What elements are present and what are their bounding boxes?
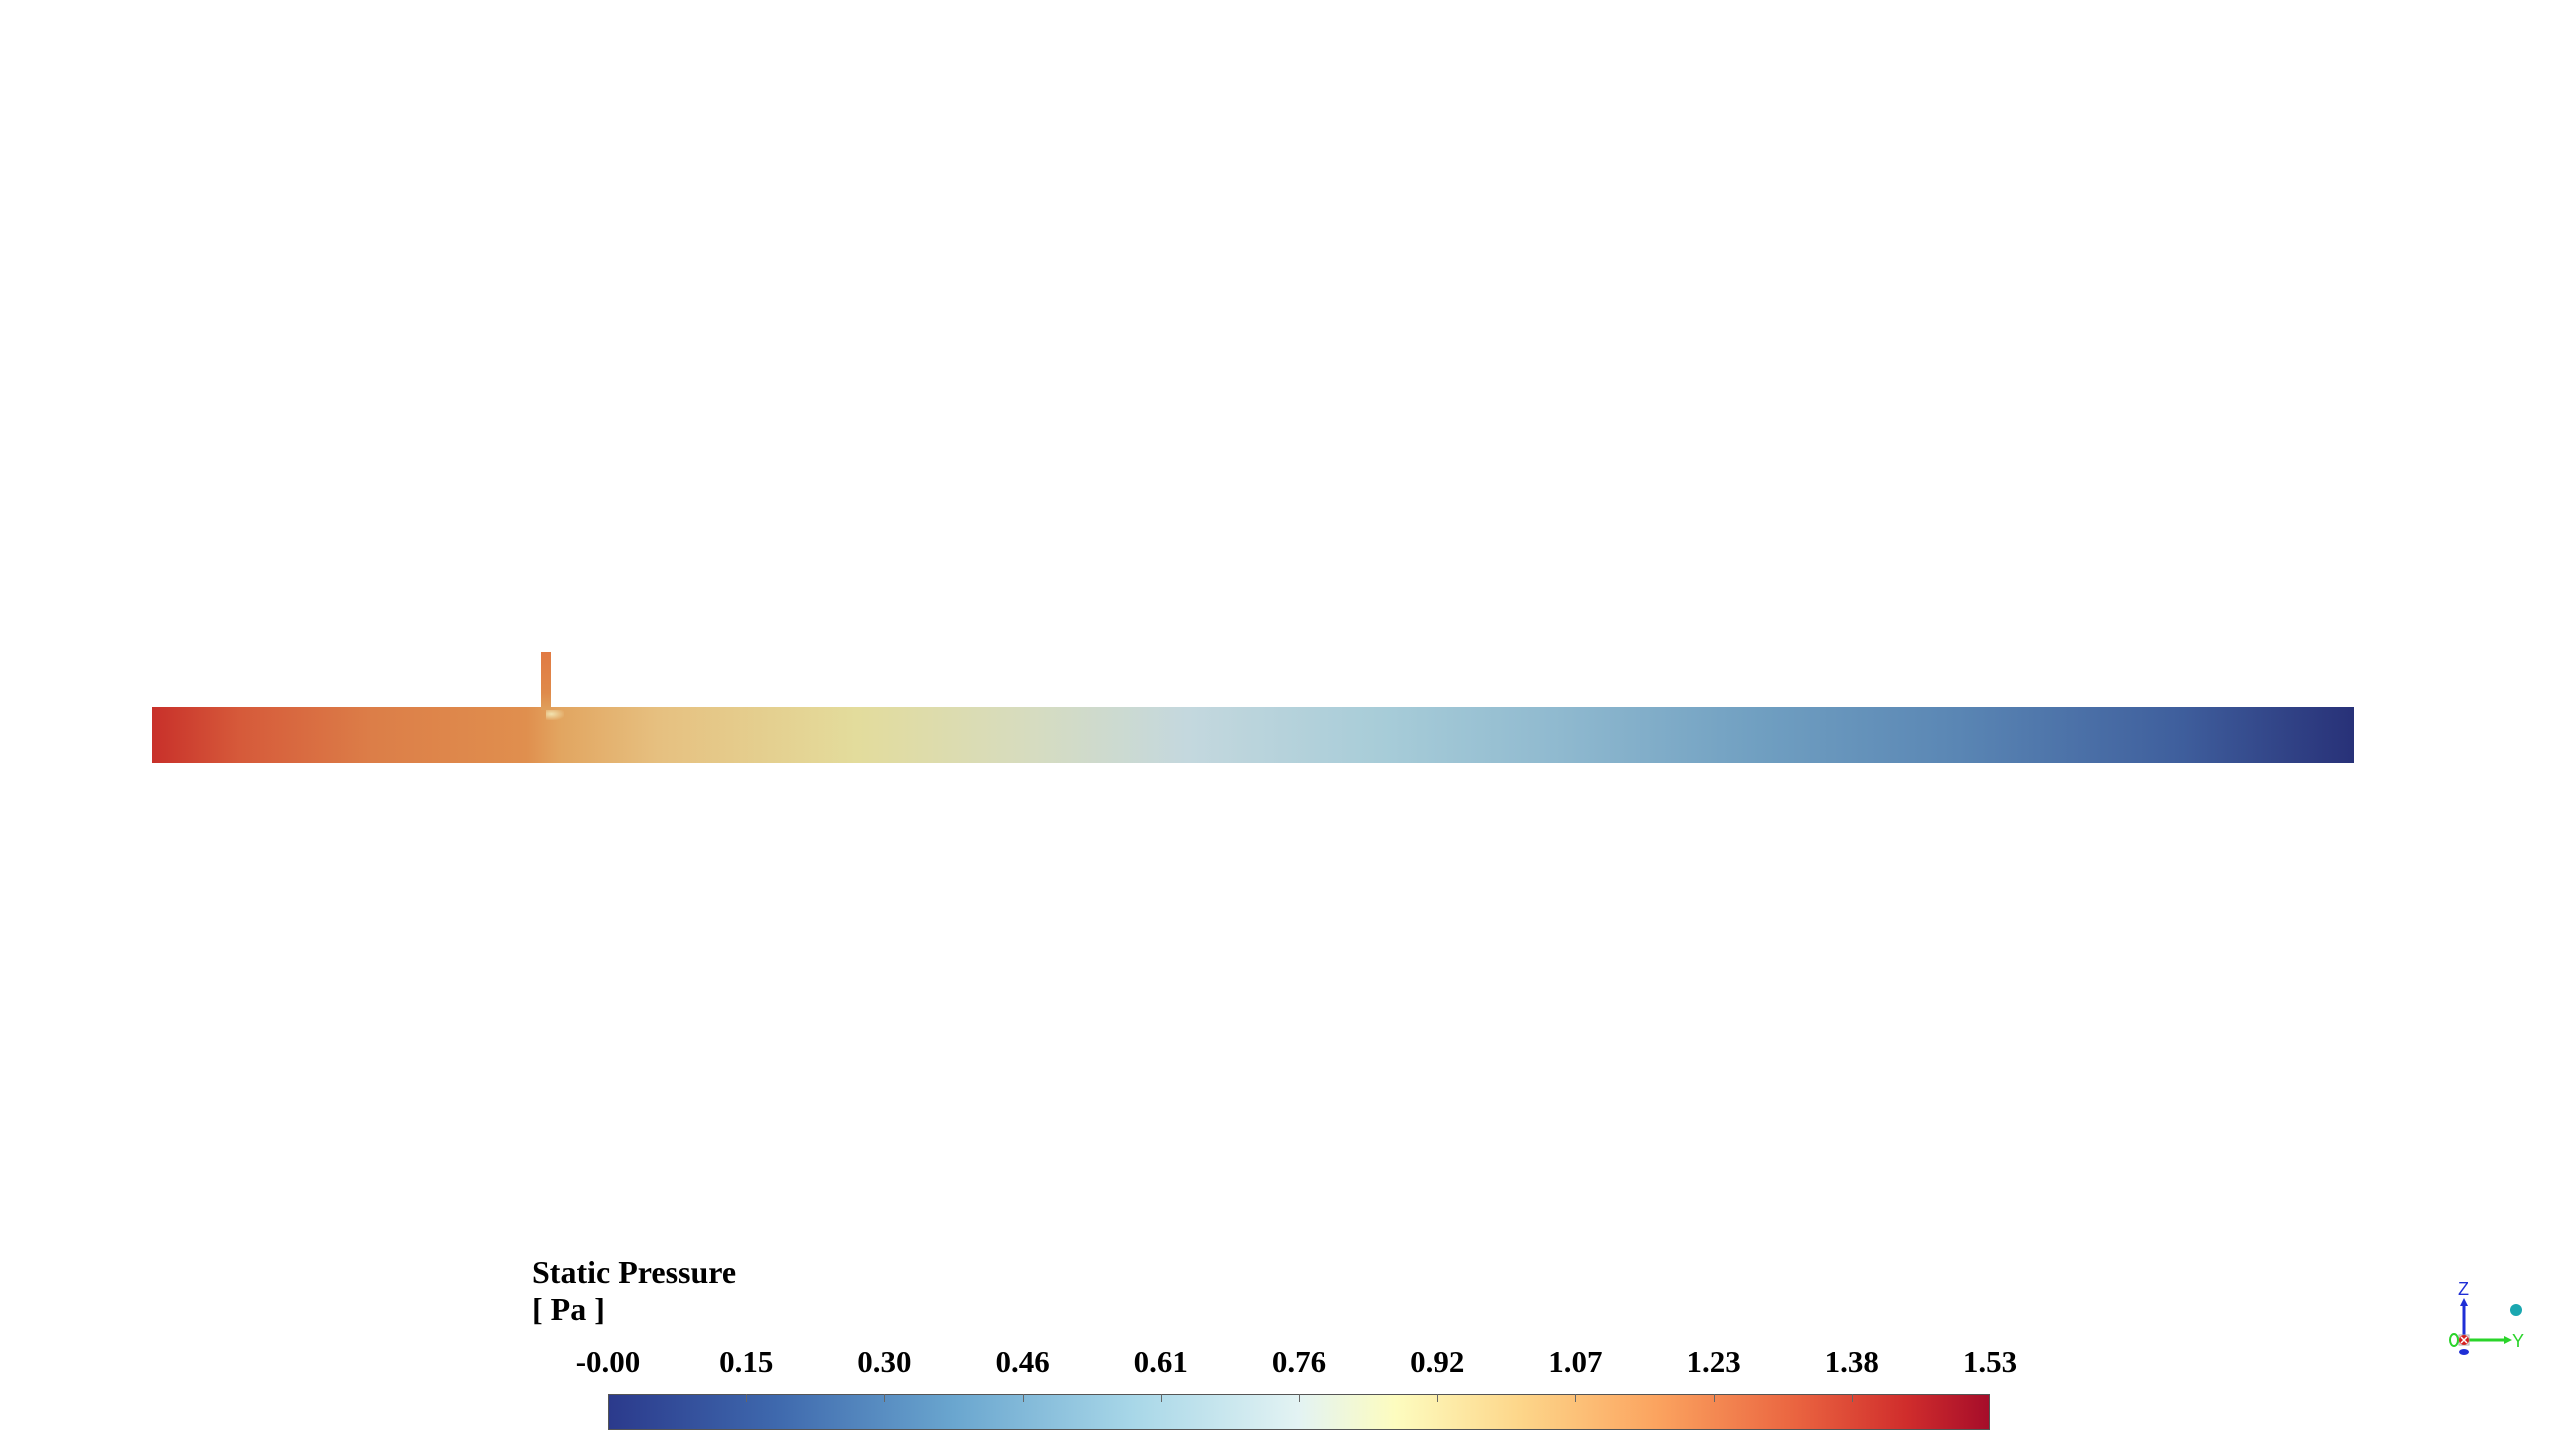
tick-label: 1.23 bbox=[1686, 1344, 1741, 1379]
colorbar-tick-mark bbox=[1713, 1394, 1715, 1402]
colorbar-tick-mark bbox=[1299, 1394, 1300, 1402]
tick-label: 0.30 bbox=[857, 1344, 912, 1379]
tick-label: 1.53 bbox=[1962, 1344, 2018, 1379]
tick-label: 0.92 bbox=[1410, 1344, 1465, 1379]
legend-tick-labels: -0.00 0.15 0.30 0.46 0.61 0.76 0.92 1.07… bbox=[576, 1344, 2017, 1384]
inlet-junction bbox=[546, 710, 564, 720]
tick-label: 1.38 bbox=[1824, 1344, 1879, 1379]
channel-domain bbox=[152, 707, 2354, 763]
colorbar-tick-mark bbox=[1575, 1394, 1577, 1402]
tick-label: 0.61 bbox=[1133, 1344, 1188, 1379]
colorbar-tick-mark bbox=[1851, 1394, 1853, 1402]
colorbar-tick-mark bbox=[1437, 1394, 1439, 1402]
inlet-pipe bbox=[541, 652, 551, 710]
z-axis-label: Z bbox=[2458, 1279, 2469, 1299]
legend-title: Static Pressure bbox=[532, 1254, 737, 1290]
colorbar-tick-marks bbox=[608, 1394, 1990, 1430]
y-axis-label: Y bbox=[2512, 1331, 2525, 1351]
colorbar-tick-mark bbox=[1160, 1394, 1162, 1402]
tick-label: 0.76 bbox=[1271, 1344, 1327, 1379]
colorbar-tick-mark bbox=[884, 1394, 886, 1402]
tick-label: 1.07 bbox=[1548, 1344, 1603, 1379]
legend-unit: [ Pa ] bbox=[532, 1291, 605, 1327]
tick-label: -0.00 bbox=[575, 1344, 641, 1379]
colorbar-tick-mark bbox=[746, 1394, 748, 1402]
axis-triad-icon bbox=[2449, 1298, 2522, 1355]
colorbar-tick-mark bbox=[1022, 1394, 1024, 1402]
axis-triad[interactable]: Z Y bbox=[2424, 1280, 2525, 1364]
tick-label: 0.46 bbox=[995, 1344, 1050, 1379]
tick-label: 0.15 bbox=[719, 1344, 774, 1379]
